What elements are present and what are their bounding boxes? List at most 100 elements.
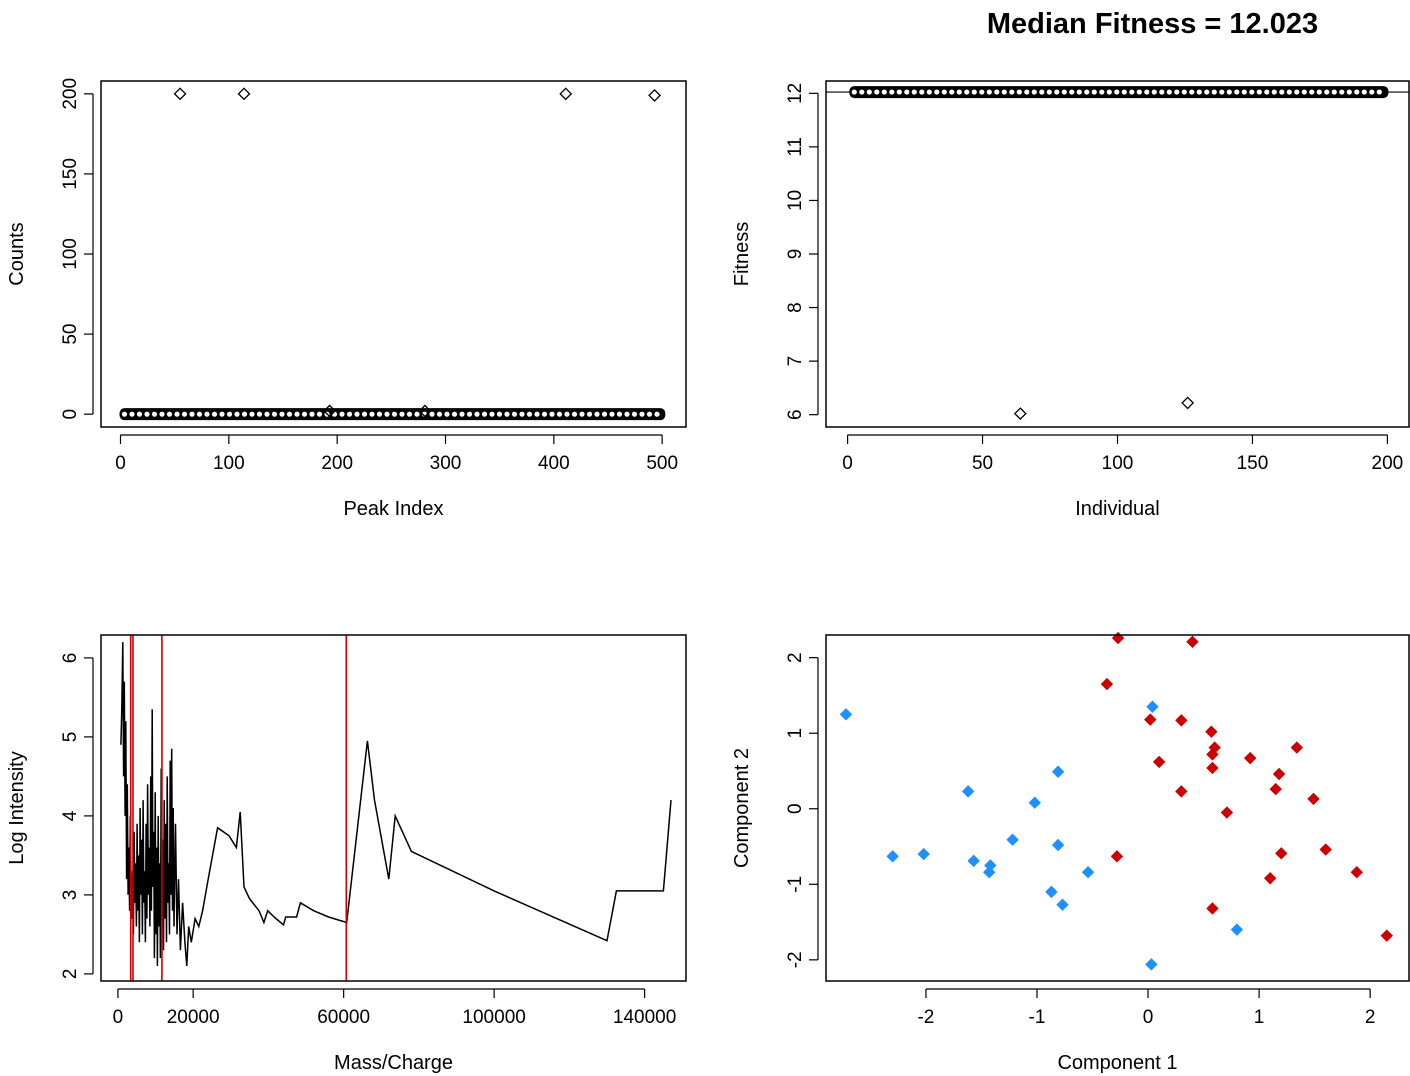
y-tick-label: 2 — [60, 969, 81, 980]
baseline-point-gap — [994, 89, 1000, 95]
baseline-point-gap — [1264, 89, 1270, 95]
baseline-point-gap — [889, 89, 895, 95]
baseline-point-gap — [189, 411, 195, 417]
baseline-point-gap — [1249, 89, 1255, 95]
y-tick-label: 6 — [785, 409, 806, 420]
baseline-point-gap — [519, 411, 525, 417]
baseline-point-gap — [1181, 89, 1187, 95]
baseline-point-gap — [481, 411, 488, 417]
y-tick-label: 7 — [785, 356, 806, 367]
y-tick-label: -1 — [785, 876, 806, 893]
red-point — [1100, 677, 1114, 691]
baseline-point-gap — [286, 411, 293, 417]
baseline-point-gap — [1346, 89, 1352, 95]
baseline-point-gap — [1204, 89, 1210, 95]
baseline-point-gap — [271, 411, 278, 417]
red-point — [1152, 755, 1166, 769]
x-tick-label: 100 — [213, 453, 245, 474]
baseline-point-gap — [941, 89, 947, 95]
red-point — [1272, 767, 1286, 781]
baseline-point-gap — [1046, 89, 1052, 95]
baseline-point-gap — [489, 411, 495, 417]
baseline-point-gap — [1174, 89, 1180, 95]
spectrum-line — [120, 642, 672, 967]
baseline-point-gap — [1241, 89, 1247, 95]
y-tick-label: 0 — [785, 803, 806, 814]
red-point — [1111, 631, 1125, 645]
baseline-point-gap — [549, 411, 555, 417]
baseline-point-gap — [249, 411, 255, 417]
blue-point — [984, 859, 997, 872]
y-tick-label: 4 — [60, 810, 81, 821]
x-axis-title: Individual — [1075, 498, 1160, 520]
baseline-point-gap — [174, 411, 180, 417]
baseline-point-gap — [1219, 89, 1225, 95]
x-tick-label: 2 — [1365, 1007, 1376, 1028]
blue-point — [886, 850, 899, 863]
red-point — [1175, 714, 1188, 727]
plot-frame — [825, 80, 1410, 428]
blue-point — [1051, 765, 1065, 778]
baseline-point-gap — [859, 89, 865, 95]
baseline-point-gap — [534, 411, 540, 417]
blue-point — [1146, 700, 1159, 713]
baseline-point-gap — [1084, 89, 1090, 95]
x-tick-label: 50 — [972, 453, 993, 474]
baseline-point-gap — [339, 411, 345, 417]
baseline-point-gap — [564, 411, 570, 417]
baseline-point-gap — [1196, 89, 1202, 95]
data-point — [559, 87, 573, 101]
baseline-point-gap — [1256, 89, 1262, 95]
baseline-point-gap — [1189, 89, 1195, 95]
baseline-point-gap — [136, 411, 143, 417]
baseline-point-gap — [1069, 89, 1075, 95]
y-tick-label: 6 — [60, 653, 81, 664]
baseline-point-gap — [211, 411, 218, 417]
baseline-point-gap — [866, 89, 872, 95]
baseline-point-gap — [1121, 89, 1127, 95]
baseline-point-gap — [1159, 89, 1165, 95]
baseline-point-gap — [309, 411, 315, 417]
baseline-point-gap — [234, 411, 240, 417]
blue-point — [967, 854, 980, 868]
baseline-point-gap — [601, 411, 608, 417]
baseline-point-gap — [919, 89, 925, 95]
baseline-point-gap — [1024, 89, 1030, 95]
baseline-point-gap — [926, 89, 932, 95]
red-point — [1307, 792, 1320, 806]
x-axis-title: Peak Index — [343, 498, 443, 520]
baseline-point-gap — [294, 411, 300, 417]
y-tick-label: 3 — [60, 890, 81, 901]
baseline-point-gap — [526, 411, 533, 417]
plot-frame — [825, 634, 1410, 982]
axes: -2 -1 0 1 2 -2 -1 0 1 2 — [785, 652, 1375, 1028]
red-point — [1243, 751, 1257, 765]
x-tick-label: 150 — [1237, 453, 1269, 474]
baseline-point-gap — [444, 411, 450, 417]
baseline-point-gap — [466, 411, 473, 417]
baseline-point-gap — [964, 89, 970, 95]
blue-point — [961, 785, 975, 798]
fitness-panel: Median Fitness = 12.023 0 50 100 150 200 6 7 8 9… — [731, 8, 1410, 520]
baseline-point-gap — [571, 411, 578, 417]
data-point — [173, 87, 187, 101]
baseline-point-gap — [1324, 89, 1330, 95]
baseline-point-gap — [1144, 89, 1150, 95]
x-tick-label: 0 — [115, 453, 126, 474]
baseline-point-gap — [971, 89, 977, 95]
baseline-point-gap — [594, 411, 600, 417]
x-tick-label: 140000 — [613, 1007, 676, 1028]
red-point — [1205, 725, 1218, 738]
baseline-point-gap — [346, 411, 353, 417]
red-point — [1206, 902, 1219, 915]
baseline-point-gap — [1099, 89, 1105, 95]
baseline-point-gap — [631, 411, 638, 417]
plot-marks — [120, 635, 672, 981]
baseline-point-gap — [256, 411, 263, 417]
y-axis-title: Counts — [6, 222, 28, 285]
red-point — [1110, 850, 1124, 863]
y-tick-label: 100 — [60, 238, 81, 270]
red-point — [1269, 782, 1282, 796]
